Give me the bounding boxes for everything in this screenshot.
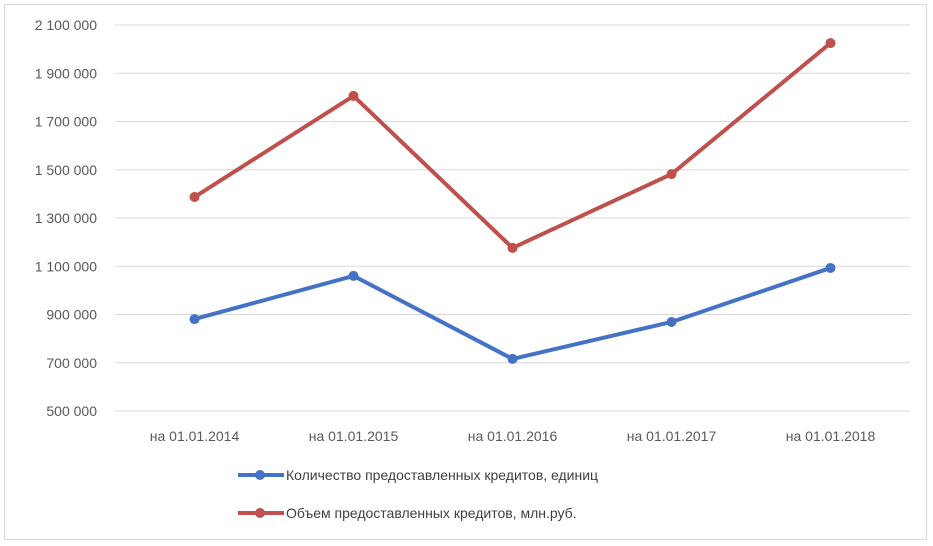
y-tick-label: 1 300 000 xyxy=(35,210,97,226)
data-point xyxy=(825,262,836,273)
data-point xyxy=(666,316,677,327)
data-point xyxy=(348,90,359,101)
x-tick-label: на 01.01.2016 xyxy=(468,428,558,444)
y-tick-label: 900 000 xyxy=(46,307,97,323)
y-tick-label: 500 000 xyxy=(46,403,97,419)
series-line-1 xyxy=(193,41,832,250)
chart-frame xyxy=(4,4,927,540)
legend-label-count: Количество предоставленных кредитов, еди… xyxy=(286,467,599,483)
data-point xyxy=(189,192,200,203)
legend-item-count: Количество предоставленных кредитов, еди… xyxy=(238,467,598,483)
y-tick-label: 1 100 000 xyxy=(35,258,97,274)
x-tick-label: на 01.01.2015 xyxy=(309,428,399,444)
series-line-0 xyxy=(193,266,832,361)
x-tick-label: на 01.01.2018 xyxy=(786,428,876,444)
data-point xyxy=(348,270,359,281)
legend-item-volume: Объем предоставленных кредитов, млн.руб. xyxy=(238,505,577,521)
data-point xyxy=(507,242,518,253)
y-tick-label: 2 100 000 xyxy=(35,17,97,33)
y-tick-label: 1 900 000 xyxy=(35,65,97,81)
data-point xyxy=(507,353,518,364)
legend-label-volume: Объем предоставленных кредитов, млн.руб. xyxy=(286,505,577,521)
y-tick-label: 700 000 xyxy=(46,355,97,371)
legend-swatch-volume xyxy=(238,508,284,518)
y-tick-label: 1 700 000 xyxy=(35,114,97,130)
data-point xyxy=(189,314,200,325)
x-tick-label: на 01.01.2014 xyxy=(150,428,240,444)
legend-swatch-count xyxy=(238,470,284,480)
y-tick-label: 1 500 000 xyxy=(35,162,97,178)
x-tick-label: на 01.01.2017 xyxy=(627,428,717,444)
data-point xyxy=(666,169,677,180)
data-point xyxy=(825,38,836,49)
